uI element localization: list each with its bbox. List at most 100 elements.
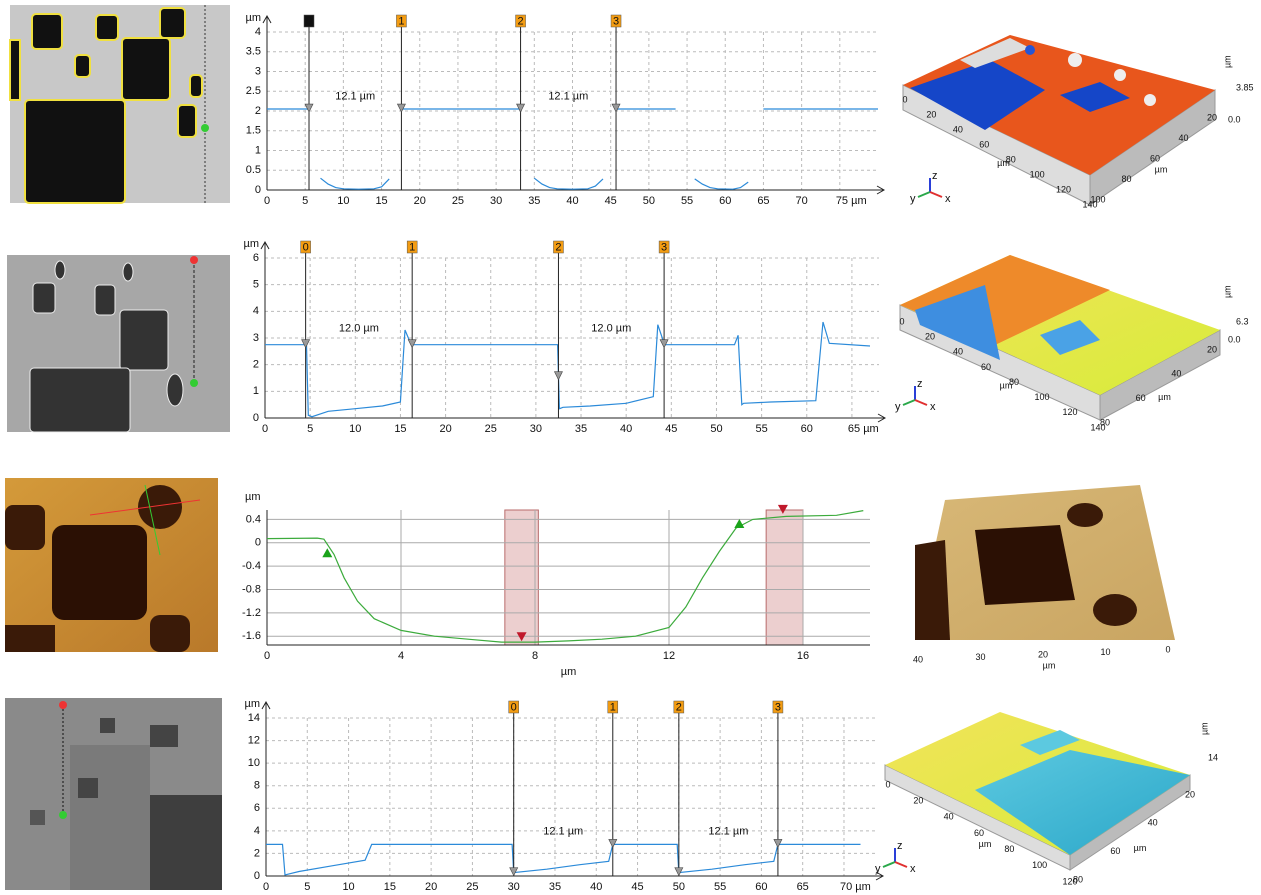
- y-tick-label: 6: [253, 252, 259, 264]
- surface-z-min: 0.0: [1228, 334, 1241, 344]
- y-tick-label: 1: [253, 385, 259, 397]
- y-tick-label: -0.4: [242, 560, 261, 572]
- cursor-marker: [553, 371, 563, 381]
- surface-tick-label: 120: [1062, 407, 1077, 417]
- y-tick-label: 0: [253, 412, 259, 424]
- x-tick-label: 8: [532, 650, 538, 662]
- x-tick-label: 16: [797, 650, 809, 662]
- surface-tick-label: 40: [913, 654, 923, 664]
- y-tick-label: 2.5: [246, 85, 261, 97]
- y-tick-label: 1.5: [246, 125, 261, 137]
- triad-label: y: [875, 863, 881, 875]
- cursor-marker: [608, 839, 618, 849]
- surface-3d: [915, 485, 1175, 640]
- sem-image: [5, 698, 222, 890]
- x-tick-label: 55: [681, 195, 693, 207]
- surface-unit: µm: [1043, 660, 1056, 670]
- cursor-marker: [659, 339, 669, 349]
- x-tick-label: 5: [302, 195, 308, 207]
- cursor-badge: [610, 14, 622, 28]
- surface-tick-label: 80: [1100, 417, 1110, 427]
- y-axis-unit: µm: [244, 698, 260, 710]
- x-tick-label: 12: [663, 650, 675, 662]
- triad-axis: [902, 399, 916, 406]
- surface-z-max: 6.3: [1236, 316, 1249, 326]
- cursor-badge: [607, 700, 619, 714]
- cursor-label: 3: [613, 15, 619, 27]
- x-tick-label: 20: [425, 881, 437, 893]
- x-tick-label: 4: [398, 650, 404, 662]
- surface-tick-label: 60: [981, 362, 991, 372]
- x-tick-label: 65: [797, 881, 809, 893]
- y-tick-label: 0.5: [246, 164, 261, 176]
- y-axis-label: µm: [245, 491, 261, 503]
- surface-tick-label: 40: [953, 124, 963, 134]
- cursor-badge: [508, 700, 519, 714]
- x-tick-label: 60: [801, 423, 813, 435]
- y-tick-label: 10: [248, 757, 260, 769]
- x-tick-label: 25: [466, 881, 478, 893]
- x-tick-label: 65: [757, 195, 769, 207]
- surface-tick-label: 80: [1073, 874, 1083, 884]
- highlight-region: [765, 509, 804, 646]
- x-tick-label: 50: [710, 423, 722, 435]
- sem-image: [7, 255, 230, 433]
- surface-unit: µm: [1134, 843, 1147, 853]
- triad-axis: [882, 861, 896, 868]
- cursor-badge: [772, 700, 784, 714]
- surface-unit: µm: [979, 839, 992, 849]
- surface-tick-label: 60: [1136, 393, 1146, 403]
- y-tick-label: 3.5: [246, 46, 261, 58]
- surface-tick-label: 100: [1030, 169, 1045, 179]
- surface-3d: [884, 712, 1191, 871]
- surface-3d: [899, 255, 1221, 421]
- cursor-label: 2: [555, 241, 561, 253]
- surface-tick-label: 20: [1185, 789, 1195, 799]
- x-tick-label: 60: [719, 195, 731, 207]
- cursor-label: 3: [775, 701, 781, 713]
- cursor-badge: [673, 700, 685, 714]
- line-chart: 00.511.522.533.540 5 10 15 20 25 30 35 40 45 50 55 6…: [245, 12, 886, 207]
- surface-tick-label: 30: [975, 652, 985, 662]
- afm-image: [5, 478, 218, 652]
- surface-tick-label: 60: [1150, 153, 1160, 163]
- surface-tick-label: 40: [944, 812, 954, 822]
- x-tick-label: 15: [375, 195, 387, 207]
- cursor-label: 0: [303, 241, 309, 253]
- surface-tick-label: 20: [1207, 344, 1217, 354]
- surface-tick-label: 20: [1038, 649, 1048, 659]
- surface-tick-label: 0: [899, 316, 904, 326]
- cursor-marker: [611, 103, 621, 113]
- axis-arrow: [876, 185, 886, 195]
- cursor-label: 2: [518, 15, 524, 27]
- x-tick-label: 0: [263, 881, 269, 893]
- cursor-marker: [777, 504, 788, 514]
- surface-3d: [902, 35, 1216, 206]
- surface-tick-label: 140: [1090, 422, 1105, 432]
- surface-tick-label: 10: [1100, 647, 1110, 657]
- cursor-marker: [304, 103, 314, 113]
- surface-tick-label: 100: [1090, 194, 1105, 204]
- surface-tick-label: 20: [913, 796, 923, 806]
- triad-label: x: [910, 863, 916, 875]
- cursor-marker: [301, 339, 311, 349]
- axis-arrow: [261, 700, 271, 710]
- surface-tick-label: 0: [902, 94, 907, 104]
- surface-tick-label: 20: [925, 332, 935, 342]
- distance-label: 12.0 µm: [339, 322, 379, 334]
- y-tick-label: 2: [255, 105, 261, 117]
- profile-line: [267, 108, 878, 190]
- cursor-marker: [734, 519, 745, 529]
- cursor-marker: [396, 103, 406, 113]
- x-tick-label: 35: [575, 423, 587, 435]
- cursor-label: 1: [398, 15, 404, 27]
- surface-z-max: 14: [1208, 752, 1218, 762]
- x-tick-label: 0: [264, 650, 270, 662]
- cursor-badge: [658, 240, 670, 254]
- x-tick-label: 5: [307, 423, 313, 435]
- y-axis-unit: µm: [245, 12, 261, 24]
- surface-unit: µm: [997, 158, 1010, 168]
- sem-image: [9, 5, 230, 204]
- x-tick-label: 70: [796, 195, 808, 207]
